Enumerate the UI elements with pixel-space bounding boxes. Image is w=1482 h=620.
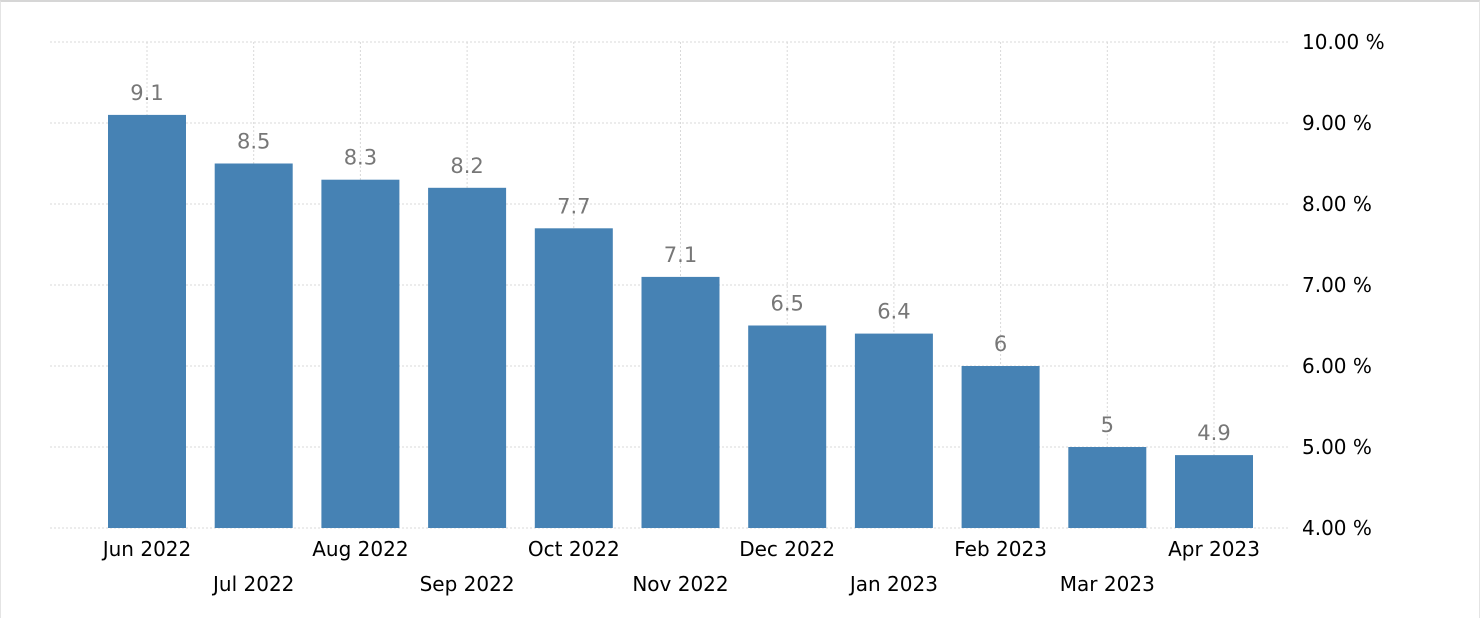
bar-value-label: 7.1 [664, 243, 697, 267]
y-tick-label: 8.00 % [1302, 192, 1372, 216]
x-tick-label: Dec 2022 [739, 537, 835, 561]
bar[interactable] [854, 333, 933, 528]
x-tick-label: Feb 2023 [954, 537, 1047, 561]
y-tick-label: 4.00 % [1302, 516, 1372, 540]
y-tick-label: 5.00 % [1302, 435, 1372, 459]
y-tick-label: 9.00 % [1302, 111, 1372, 135]
y-tick-label: 10.00 % [1302, 30, 1385, 54]
bar-value-label: 5 [1101, 413, 1114, 437]
x-tick-label: Nov 2022 [632, 572, 728, 596]
bar-value-label: 7.7 [557, 194, 590, 218]
y-tick-label: 7.00 % [1302, 273, 1372, 297]
x-tick-label: Apr 2023 [1168, 537, 1260, 561]
bar[interactable] [428, 187, 507, 529]
bar-value-labels: 9.1 8.5 8.3 8.2 7.7 7.1 6.5 6.4 6 5 4.9 [130, 81, 1230, 445]
bar-value-label: 6 [994, 332, 1007, 356]
bar[interactable] [961, 366, 1040, 528]
bar[interactable] [748, 325, 827, 529]
x-tick-label: Jun 2022 [101, 537, 192, 561]
x-tick-label: Aug 2022 [312, 537, 408, 561]
bar[interactable] [321, 179, 400, 528]
bar-value-label: 6.5 [770, 292, 803, 316]
x-tick-label: Jan 2023 [848, 572, 938, 596]
x-axis: Jun 2022 Jul 2022 Aug 2022 Sep 2022 Oct 2022… [101, 537, 1260, 596]
x-tick-label: Mar 2023 [1060, 572, 1155, 596]
bar[interactable] [534, 228, 613, 529]
bar-value-label: 8.3 [344, 146, 377, 170]
y-axis: 4.00 % 5.00 % 6.00 % 7.00 % 8.00 % 9.00 % 10.0… [1302, 30, 1385, 540]
bar[interactable] [214, 163, 293, 529]
x-tick-label: Oct 2022 [528, 537, 620, 561]
bar-value-label: 9.1 [130, 81, 163, 105]
x-tick-label: Jul 2022 [211, 572, 294, 596]
bar-value-label: 8.2 [450, 154, 483, 178]
y-tick-label: 6.00 % [1302, 354, 1372, 378]
bar[interactable] [641, 276, 720, 528]
bar[interactable] [1068, 447, 1147, 528]
bars [108, 114, 1253, 529]
bar-value-label: 6.4 [877, 300, 910, 324]
bar-value-label: 4.9 [1197, 421, 1230, 445]
bar[interactable] [108, 114, 186, 529]
bar[interactable] [1175, 455, 1253, 528]
bar-value-label: 8.5 [237, 130, 270, 154]
x-tick-label: Sep 2022 [420, 572, 515, 596]
